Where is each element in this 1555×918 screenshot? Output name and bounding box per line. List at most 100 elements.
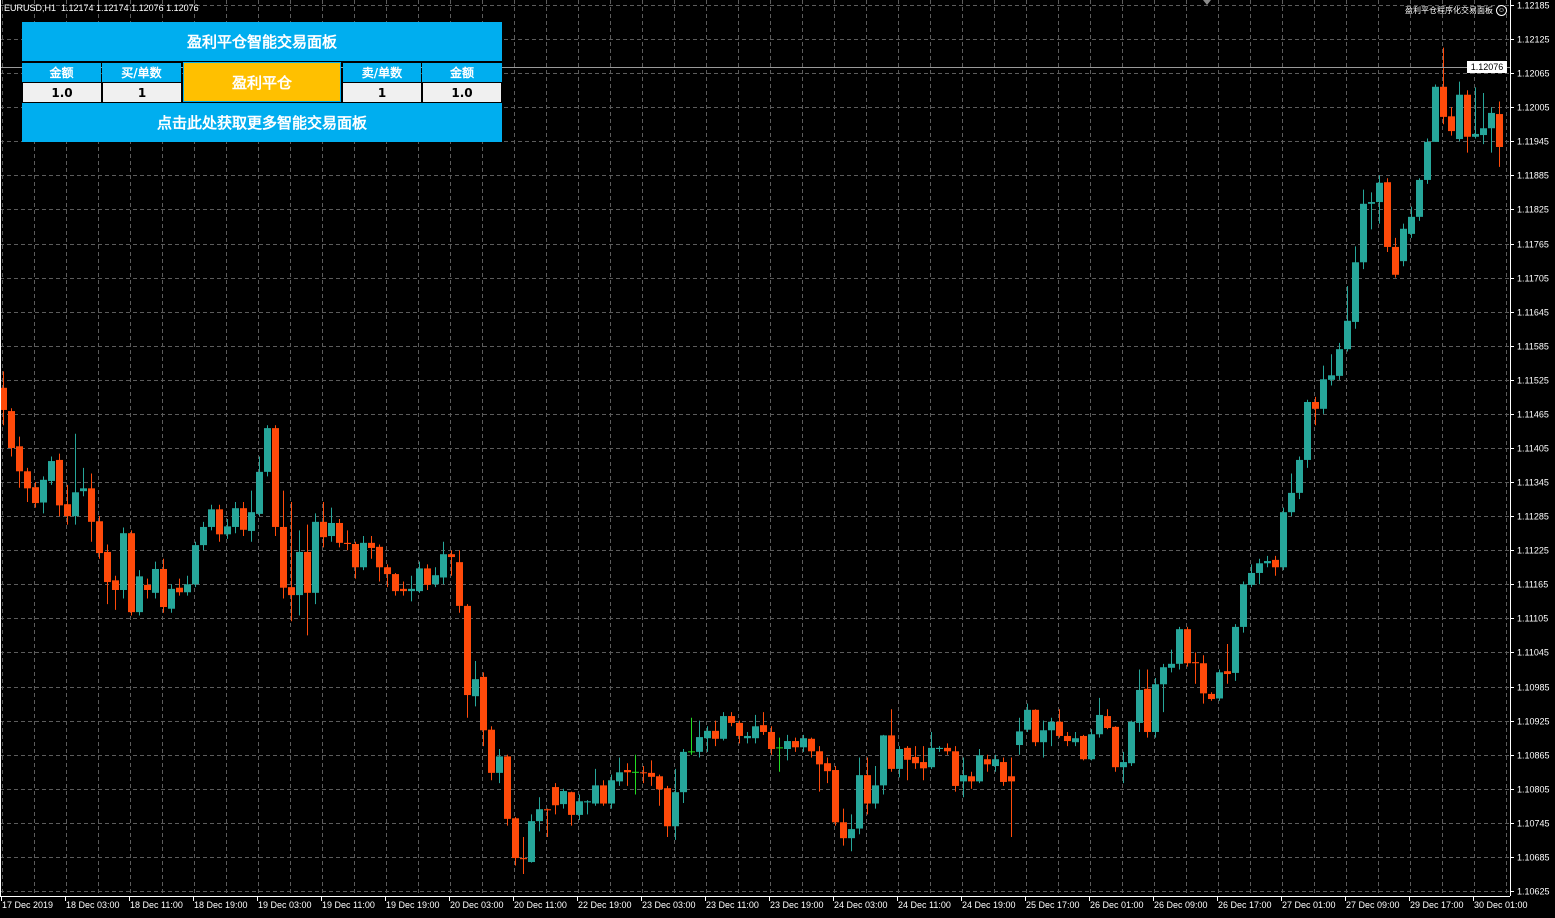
sell-lots-input[interactable] [343,83,421,102]
candle-body [528,821,535,863]
candle-body [488,729,495,773]
buy-lots-input[interactable] [103,83,181,102]
candle-body [864,775,871,804]
candle-body [16,446,23,472]
ea-label: 盈利平仓程序化交易面板 ☺ [1405,5,1507,16]
candle-body [1440,86,1447,117]
x-tick-label: 18 Dec 11:00 [130,900,183,910]
candle-body [584,801,591,803]
x-tick-label: 19 Dec 11:00 [322,900,375,910]
candle-body [1168,663,1175,668]
candle-body [600,785,607,804]
symbol-info: EURUSD,H1 1.12174 1.12174 1.12076 1.1207… [4,3,199,13]
x-tick-label: 23 Dec 11:00 [706,900,759,910]
candle-body [1464,94,1471,137]
close-profit-button[interactable]: 盈利平仓 [183,62,341,102]
candle-body [1136,689,1143,723]
candle-body [48,461,55,481]
candle-body [64,504,71,517]
candle-body [1256,563,1263,573]
chart-grid [0,0,1510,896]
y-tick-label: 1.11045 [1517,648,1549,658]
x-tick-label: 18 Dec 19:00 [194,900,248,910]
candle-body [312,521,319,593]
candle-body [80,488,87,492]
x-tick-label: 18 Dec 03:00 [66,900,120,910]
candle-body [1448,116,1455,132]
candle-body [1200,663,1207,694]
candle-body [456,562,463,606]
x-tick-label: 27 Dec 01:00 [1282,900,1336,910]
candle-body [104,551,111,583]
y-tick-label: 1.11705 [1517,274,1549,284]
candle-body [1320,379,1327,409]
candle-body [496,756,503,773]
buy-amount-input[interactable] [23,83,101,102]
x-tick-label: 24 Dec 11:00 [898,900,951,910]
sell-amount-label: 金额 [422,63,502,82]
more-panels-button[interactable]: 点击此处获取更多智能交易面板 [22,103,502,142]
candle-body [904,747,911,760]
candle-body [784,741,791,750]
candle-body [1392,246,1399,275]
candle-body [1480,128,1487,136]
candle-body [96,521,103,554]
candle-body [1056,721,1063,736]
candle-body [344,542,351,544]
candle-body [520,858,527,860]
candle-body [1344,320,1351,350]
candle-body [1208,693,1215,700]
candle-body [400,588,407,592]
candle-body [1176,629,1183,664]
candle-body [200,526,207,546]
candle-body [1112,726,1119,768]
candle-body [256,471,263,514]
candle-body [1080,735,1087,760]
candle-body [608,780,615,804]
y-tick-label: 1.11165 [1517,580,1548,590]
sell-amount-input[interactable] [423,83,501,102]
chart-shift-marker-icon[interactable] [1203,0,1211,5]
candle-body [368,542,375,548]
y-tick-label: 1.11945 [1517,137,1549,147]
ea-name: 盈利平仓程序化交易面板 [1405,6,1493,15]
candle-body [416,568,423,592]
candle-body [504,756,511,819]
candle-body [384,567,391,575]
y-tick-label: 1.11405 [1517,444,1549,454]
candle-body [144,584,151,590]
smiley-icon[interactable]: ☺ [1496,5,1507,16]
candle-body [984,759,991,765]
y-tick-label: 1.10865 [1517,751,1550,761]
candle-body [288,587,295,596]
candle-body [744,735,751,739]
candle-body [960,775,967,782]
candle-body [8,411,15,448]
candle-body [992,759,999,767]
candle-body [72,492,79,517]
candle-body [336,522,343,543]
candle-body [1024,709,1031,730]
x-tick-label: 25 Dec 17:00 [1026,900,1080,910]
candle-body [720,716,727,739]
candle-body [0,387,7,410]
candle-body [448,554,455,558]
y-tick-label: 1.11765 [1517,240,1549,250]
candle-body [656,776,663,790]
candle-body [272,428,279,527]
candle-body [1016,731,1023,746]
x-tick-label: 17 Dec 2019 [2,900,53,910]
candle-body [192,545,199,585]
x-tick-label: 27 Dec 09:00 [1346,900,1400,910]
candle-body [88,488,95,522]
candle-body [1264,561,1271,564]
candle-body [1128,721,1135,764]
x-tick-label: 26 Dec 09:00 [1154,900,1208,910]
candle-body [1032,709,1039,743]
candle-body [1296,459,1303,493]
candle-body [56,459,63,506]
y-tick-label: 1.12185 [1517,1,1550,11]
candle-body [208,509,215,527]
